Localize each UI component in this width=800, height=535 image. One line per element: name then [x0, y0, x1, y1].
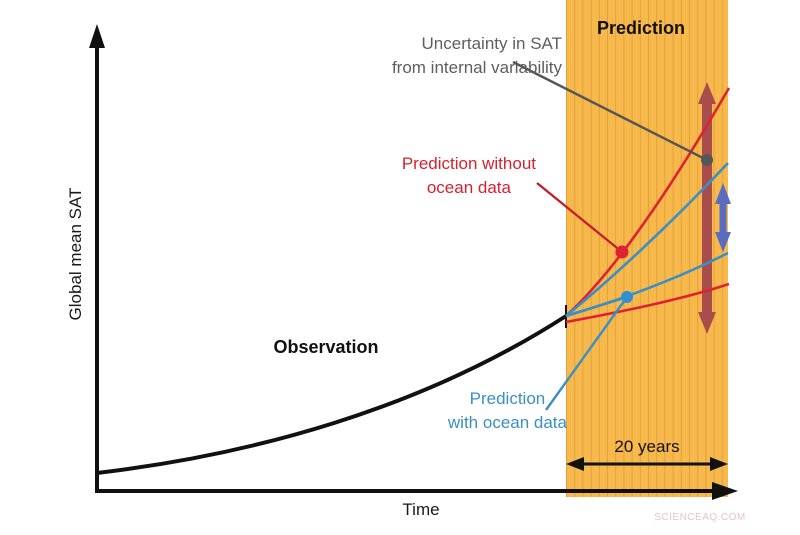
- uncertainty-annotation: Uncertainty in SAT from internal variabi…: [392, 32, 562, 80]
- uncertainty-without-ocean-arrow: [698, 82, 716, 334]
- uncertainty-with-ocean-arrow: [715, 183, 731, 252]
- pred-without-annotation: Prediction without ocean data: [402, 152, 536, 200]
- pred-with-dot: [621, 291, 633, 303]
- uncertainty-line-2: from internal variability: [391, 58, 562, 77]
- pred-with-line-1: Prediction: [469, 389, 546, 408]
- watermark: SCIENCEAQ.COM: [654, 512, 746, 523]
- prediction-band: [566, 0, 728, 497]
- uncertainty-leader-line: [512, 60, 708, 162]
- pred-without-line-2: ocean data: [426, 178, 511, 197]
- uncertainty-dot: [701, 154, 713, 166]
- pred-without-leader-line: [536, 182, 623, 253]
- uncertainty-line-1: Uncertainty in SAT: [421, 34, 562, 53]
- y-axis: [89, 24, 105, 492]
- pred-without-line-1: Prediction without: [401, 154, 536, 173]
- red-upper-trajectory: [565, 87, 731, 317]
- red-lower-trajectory: [565, 282, 730, 324]
- x-axis-label: Time: [402, 500, 440, 519]
- prediction-label: Prediction: [596, 18, 686, 38]
- pred-with-line-2: with ocean data: [447, 413, 567, 432]
- duration-arrow: [566, 457, 728, 471]
- blue-lower-trajectory: [565, 295, 628, 318]
- blue-upper-trajectory: [565, 162, 729, 318]
- x-axis: [95, 482, 738, 500]
- y-axis-label: Global mean SAT: [66, 187, 85, 321]
- duration-label: 20 years: [614, 437, 680, 456]
- observation-curve: [96, 314, 568, 475]
- pred-with-annotation: Prediction with ocean data: [448, 387, 567, 435]
- pred-without-dot: [615, 245, 629, 259]
- observation-label: Observation: [273, 337, 379, 357]
- pred-with-leader-line: [545, 296, 628, 411]
